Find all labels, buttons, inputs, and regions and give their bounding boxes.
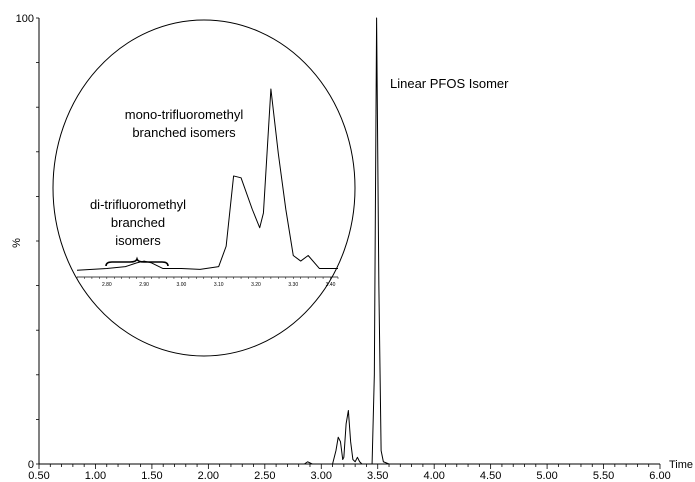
- x-tick-label: 5.00: [536, 470, 557, 482]
- x-tick-label: 2.00: [198, 470, 219, 482]
- inset-x-tick-label: 3.00: [177, 282, 187, 288]
- y-tick-label: 100: [16, 13, 34, 25]
- y-tick-label: 0: [28, 459, 34, 471]
- inset-x-tick-label: 3.20: [251, 282, 261, 288]
- x-tick-label: 5.50: [593, 470, 614, 482]
- linear-isomer-annotation: Linear PFOS Isomer: [390, 76, 509, 91]
- inset-annotation-di-3: isomers: [115, 233, 161, 248]
- x-tick-label: 3.50: [367, 470, 388, 482]
- inset-x-tick-label: 3.30: [288, 282, 298, 288]
- main-series: [39, 17, 660, 465]
- inset-x-tick-label: 3.40: [326, 282, 336, 288]
- di-trifluoromethyl-bracket: [105, 256, 169, 267]
- inset-annotation-di-2: branched: [111, 215, 165, 230]
- x-axis-label: Time: [669, 459, 693, 471]
- inset-ellipse: [52, 19, 356, 357]
- x-tick-label: 1.50: [141, 470, 162, 482]
- main-ticks: 0.50 1.00 1.50 2.00 2.50 3.00 3.50 4.00 4.50 5.00…: [16, 13, 671, 482]
- x-tick-label: 1.00: [85, 470, 106, 482]
- x-tick-label: 2.50: [254, 470, 275, 482]
- inset-x-tick-label: 2.90: [139, 282, 149, 288]
- x-tick-label: 3.00: [311, 470, 332, 482]
- inset-zoom: 2.80 2.90 3.00 3.10 3.20 3.30 3.40 mono-triflu…: [52, 19, 356, 357]
- chromatogram-trace: [39, 17, 660, 465]
- x-tick-label: 6.00: [649, 470, 670, 482]
- x-tick-label: 0.50: [28, 470, 49, 482]
- inset-x-tick-label: 2.80: [102, 282, 112, 288]
- inset-annotation-di: di-trifluoromethyl: [90, 197, 186, 212]
- inset-axis: 2.80 2.90 3.00 3.10 3.20 3.30 3.40: [76, 276, 339, 288]
- y-axis-label: %: [11, 238, 23, 248]
- x-tick-label: 4.00: [423, 470, 444, 482]
- inset-annotation-mono-2: branched isomers: [132, 125, 236, 140]
- inset-x-tick-label: 3.10: [214, 282, 224, 288]
- x-tick-label: 4.50: [480, 470, 501, 482]
- inset-annotation-mono: mono-trifluoromethyl: [125, 107, 244, 122]
